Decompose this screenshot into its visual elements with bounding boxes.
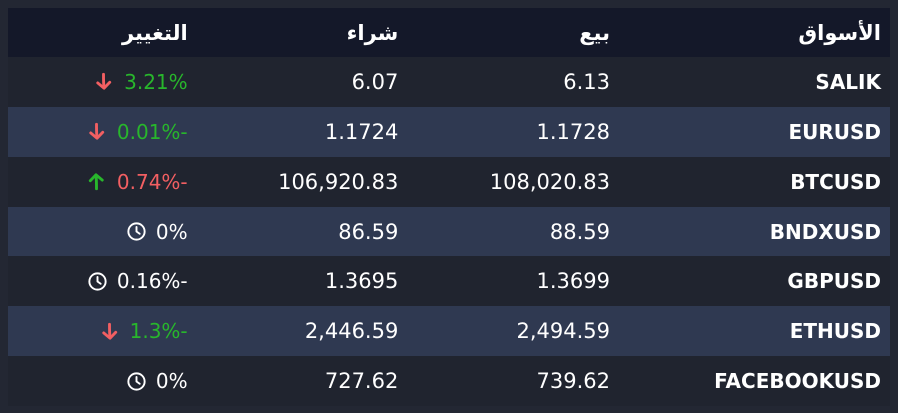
table-row[interactable]: FACEBOOKUSD 739.62 727.62 (8, 356, 890, 407)
change-value: 1.3%- (129, 319, 188, 344)
clock-icon (126, 371, 147, 392)
change-value: 0.74%- (116, 169, 188, 194)
table-row[interactable]: GBPUSD 1.3699 1.3695 (8, 256, 890, 307)
clock-icon (126, 221, 147, 242)
header-markets: الأسواق (798, 20, 881, 45)
change-value: 0% (155, 369, 188, 394)
arrow-down-icon (85, 120, 108, 143)
table-row[interactable]: SALIK 6.13 6.07 (8, 57, 890, 107)
buy-value: 6.07 (351, 69, 399, 94)
table-header-row: الأسواق بيع شراء التغيير (8, 8, 890, 57)
arrow-down-icon (98, 320, 121, 343)
markets-table: الأسواق بيع شراء التغيير SALIK 6.13 6.07 (8, 8, 890, 407)
arrow-up-icon (85, 170, 108, 193)
sell-value: 1.3699 (536, 269, 610, 294)
clock-icon (87, 271, 108, 292)
market-name: BTCUSD (790, 169, 881, 194)
header-change: التغيير (121, 20, 188, 45)
header-sell: بيع (579, 20, 610, 45)
sell-value: 88.59 (549, 219, 610, 244)
buy-value: 1.3695 (324, 269, 399, 294)
sell-value: 1.1728 (536, 119, 610, 144)
market-name: GBPUSD (787, 269, 881, 294)
buy-value: 727.62 (324, 369, 399, 394)
sell-value: 108,020.83 (489, 169, 610, 194)
change-value: 0.16%- (116, 269, 188, 294)
table-body: SALIK 6.13 6.07 (8, 57, 890, 407)
market-name: EURUSD (788, 119, 881, 144)
buy-value: 86.59 (338, 219, 399, 244)
table-row[interactable]: EURUSD 1.1728 1.1724 (8, 106, 890, 157)
change-value: 0.01%- (116, 119, 188, 144)
market-name: ETHUSD (789, 319, 881, 344)
change-value: 3.21% (124, 69, 188, 94)
sell-value: 2,494.59 (516, 319, 610, 344)
market-name: BNDXUSD (769, 219, 881, 244)
buy-value: 106,920.83 (278, 169, 399, 194)
arrow-down-icon (92, 70, 115, 93)
change-value: 0% (155, 219, 188, 244)
market-name: SALIK (815, 69, 881, 94)
buy-value: 2,446.59 (304, 319, 399, 344)
buy-value: 1.1724 (324, 119, 399, 144)
sell-value: 739.62 (536, 369, 610, 394)
header-buy: شراء (346, 20, 399, 45)
table-row[interactable]: ETHUSD 2,494.59 2,446.59 (8, 306, 890, 357)
table-row[interactable]: BNDXUSD 88.59 86.59 (8, 206, 890, 257)
sell-value: 6.13 (563, 69, 610, 94)
table-row[interactable]: BTCUSD 108,020.83 106,920.83 (8, 156, 890, 207)
market-name: FACEBOOKUSD (714, 369, 881, 394)
